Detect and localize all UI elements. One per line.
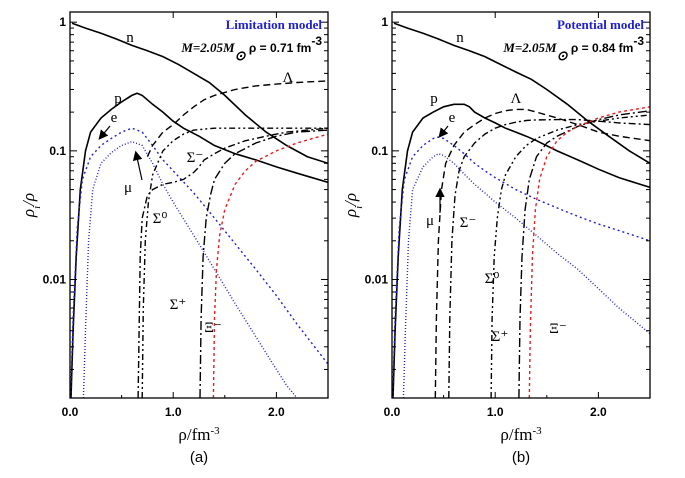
series-label: Ξ⁻	[549, 321, 567, 337]
e-arrow	[438, 125, 449, 138]
series-label: Σ⁻	[460, 215, 477, 231]
series-label: e	[111, 110, 118, 126]
series-label: Λ	[283, 70, 294, 86]
series-line-6	[141, 127, 328, 398]
x-tick-label: 1.0	[487, 405, 504, 419]
x-tick-label: 2.0	[590, 405, 607, 419]
y-tick-label: 1	[59, 15, 66, 29]
y-axis-label: ρi/ρ	[19, 193, 43, 218]
series-label: Σ⁺	[492, 329, 509, 345]
mass-density-annotation: M=2.05M⊙ ρ = 0.71 fm-3	[180, 34, 322, 63]
series-line-4	[434, 108, 650, 398]
x-tick-label: 0.0	[62, 405, 79, 419]
chart-panel-a: 0.0 1.0 2.0 1 0.1 0.01 ρi/ρ ρ/fm-3 (a) Limitation…	[19, 11, 329, 466]
series-line-0	[393, 22, 650, 164]
e-arrow	[98, 125, 111, 140]
x-tick-label: 2.0	[268, 405, 285, 419]
mu-arrow	[132, 150, 143, 181]
series-line-7	[518, 110, 650, 398]
y-tick-label: 0.01	[43, 273, 67, 287]
series-line-0	[71, 22, 328, 165]
series-label: n	[126, 30, 134, 46]
series-label: Σ⁺	[170, 297, 187, 313]
series-label: p	[430, 91, 438, 107]
y-tick-label: 0.1	[49, 144, 66, 158]
chart-title: Limitation model	[226, 17, 323, 32]
series-line-3	[402, 152, 650, 398]
series-label: Σ⁰	[485, 271, 500, 287]
series-line-5	[137, 127, 328, 398]
plot-frame	[69, 11, 329, 399]
series-line-2	[70, 127, 328, 398]
series-line-6	[490, 114, 650, 398]
series-line-2	[392, 136, 650, 398]
mass-density-annotation: M=2.05M⊙ ρ = 0.84 fm-3	[502, 34, 644, 63]
y-tick-label: 0.01	[365, 273, 389, 287]
x-axis-label: ρ/fm-3	[500, 425, 542, 444]
series-label: μ	[426, 213, 434, 229]
series-line-8	[212, 133, 328, 398]
series-line-5	[448, 118, 650, 398]
series-line-4	[146, 80, 328, 157]
series-label: Ξ⁻	[204, 320, 222, 336]
panel-label: (b)	[512, 449, 530, 466]
series-line-8	[528, 106, 650, 398]
panel-label: (a)	[190, 449, 208, 466]
y-tick-label: 1	[381, 15, 388, 29]
series-label: n	[456, 30, 464, 46]
series-line-7	[199, 129, 328, 398]
y-tick-label: 0.1	[371, 144, 388, 158]
x-axis-label: ρ/fm-3	[178, 425, 220, 444]
series-label: Σ⁰	[153, 211, 168, 227]
series-line-1	[392, 103, 650, 398]
chart-title: Potential model	[557, 17, 644, 32]
plot-frame	[391, 11, 651, 399]
series-label: e	[449, 110, 456, 126]
x-tick-label: 0.0	[384, 405, 401, 419]
series-line-1	[70, 92, 328, 398]
series-label: Σ⁻	[187, 150, 204, 166]
series-label: Λ	[511, 91, 522, 107]
y-axis-label: ρi/ρ	[341, 193, 365, 218]
series-label: p	[114, 91, 122, 107]
chart-panel-b: 0.0 1.0 2.0 1 0.1 0.01 ρi/ρ ρ/fm-3 (b) Potential …	[341, 11, 651, 466]
series-label: μ	[124, 180, 132, 196]
x-tick-label: 1.0	[165, 405, 182, 419]
series-line-3	[82, 140, 298, 398]
